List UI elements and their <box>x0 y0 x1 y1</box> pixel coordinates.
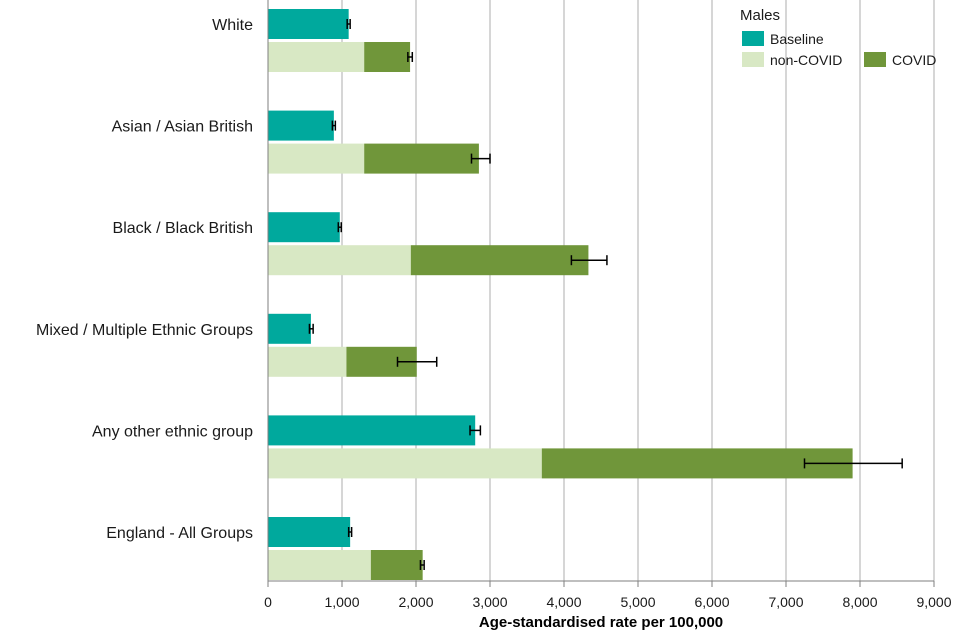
bar-baseline-england-all-groups <box>268 517 351 547</box>
bar-non-covid-england-all-groups <box>268 550 371 580</box>
x-tick-label: 4,000 <box>546 594 581 610</box>
category-label-black-black-british: Black / Black British <box>113 220 253 237</box>
x-tick-label: 3,000 <box>472 594 507 610</box>
legend-label-covid: COVID <box>892 52 936 68</box>
bar-non-covid-any-other-ethnic-group <box>268 448 542 479</box>
error-bar <box>337 222 343 233</box>
x-tick-label: 5,000 <box>620 594 655 610</box>
legend-swatch-covid <box>864 52 886 67</box>
bar-covid-white <box>364 42 411 72</box>
x-tick-label: 6,000 <box>694 594 729 610</box>
error-bar <box>347 527 353 537</box>
bar-non-covid-mixed-multiple-ethnic-groups <box>268 346 347 377</box>
legend-label-baseline: Baseline <box>770 31 824 47</box>
x-tick-label: 2,000 <box>398 594 433 610</box>
x-axis-title: Age-standardised rate per 100,000 <box>479 614 723 631</box>
error-bar <box>308 323 314 334</box>
error-bar <box>346 19 351 29</box>
x-tick-label: 7,000 <box>768 594 803 610</box>
category-label-any-other-ethnic-group: Any other ethnic group <box>92 423 253 440</box>
error-bar <box>803 458 903 469</box>
category-label-mixed-multiple-ethnic-groups: Mixed / Multiple Ethnic Groups <box>36 322 253 339</box>
bar-non-covid-asian-asian-british <box>268 143 365 174</box>
x-tick-label: 0 <box>264 594 272 610</box>
bar-baseline-mixed-multiple-ethnic-groups <box>268 313 311 344</box>
bar-covid-any-other-ethnic-group <box>541 448 853 479</box>
bar-baseline-asian-asian-british <box>268 110 334 141</box>
bar-baseline-black-black-british <box>268 212 340 243</box>
category-label-england-all-groups: England - All Groups <box>106 525 253 542</box>
x-tick-label: 8,000 <box>842 594 877 610</box>
category-label-asian-asian-british: Asian / Asian British <box>112 119 253 136</box>
error-bar <box>331 120 337 131</box>
error-bar <box>407 52 414 62</box>
error-bar <box>469 425 482 436</box>
error-bar <box>419 560 425 570</box>
bar-covid-england-all-groups <box>370 550 423 580</box>
legend-label-non-covid: non-COVID <box>770 52 842 68</box>
legend-swatch-non-covid <box>742 52 764 67</box>
bar-non-covid-white <box>268 42 365 72</box>
error-bar <box>396 356 438 367</box>
error-bars <box>308 19 903 570</box>
category-label-white: White <box>212 17 253 34</box>
x-tick-label: 1,000 <box>324 594 359 610</box>
legend: Males Baseline non-COVID COVID <box>740 7 936 68</box>
legend-swatch-baseline <box>742 31 764 46</box>
category-labels: White Asian / Asian British Black / Black … <box>36 17 253 542</box>
bar-baseline-any-other-ethnic-group <box>268 415 476 446</box>
bar-covid-black-black-british <box>410 245 589 276</box>
bar-baseline-white <box>268 9 349 39</box>
legend-title: Males <box>740 7 780 24</box>
bar-non-covid-black-black-british <box>268 245 411 276</box>
bar-covid-asian-asian-british <box>364 143 479 174</box>
gridlines <box>341 0 935 581</box>
x-axis: 0 1,000 2,000 3,000 4,000 5,000 6,000 7,000 8,00… <box>264 0 952 610</box>
error-bar <box>470 153 491 164</box>
x-tick-label: 9,000 <box>916 594 951 610</box>
error-bar <box>570 255 608 266</box>
bars <box>268 9 853 580</box>
